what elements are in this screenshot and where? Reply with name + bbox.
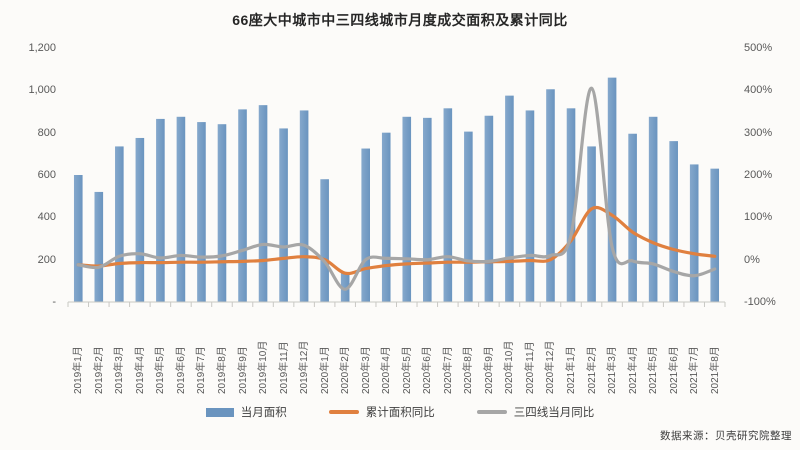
x-axis-label: 2020年4月 (381, 346, 393, 394)
bar (689, 164, 699, 302)
bar (320, 179, 329, 302)
bar (361, 148, 370, 302)
x-axis-label: 2020年8月 (463, 346, 475, 394)
bar (217, 124, 227, 302)
bar (94, 191, 104, 302)
x-axis-label: 2020年10月 (504, 340, 516, 394)
x-axis-label: 2019年4月 (134, 346, 146, 394)
plot-area (67, 77, 726, 307)
y-axis-left-tick: 800 (37, 126, 56, 139)
y-axis-right-tick: 200% (744, 169, 773, 181)
y-axis-right-tick: 400% (744, 84, 773, 97)
bar (238, 109, 247, 302)
x-axis-label: 2020年3月 (360, 346, 372, 394)
y-axis-left-tick: 1,200 (28, 42, 56, 54)
bar (156, 118, 165, 302)
x-axis-label: 2020年6月 (422, 346, 434, 394)
legend-line-swatch (476, 410, 507, 414)
bar (505, 95, 514, 303)
y-axis-right-tick: 100% (744, 211, 773, 224)
y-axis-left-tick: 200 (37, 253, 56, 266)
bar (607, 77, 617, 302)
bar (484, 115, 494, 302)
monthly-yoy-line (76, 86, 717, 291)
y-axis-left-tick: 1,000 (28, 84, 56, 97)
x-axis-label: 2021年8月 (709, 346, 721, 394)
chart-title: 66座大中城市中三四线城市月度成交面积及累计同比 (232, 12, 568, 28)
bar (648, 116, 658, 302)
y-axis-right-tick: 500% (744, 42, 773, 54)
bar (423, 117, 432, 302)
bar (258, 105, 268, 303)
bar (279, 128, 288, 302)
x-axis-label: 2019年7月 (196, 346, 208, 394)
x-axis-label: 2019年8月 (216, 346, 228, 394)
bar (525, 110, 535, 302)
legend-item: 累计面积同比 (328, 404, 435, 420)
legend: 当月面积 累计面积同比 三四线当月同比 (0, 404, 800, 420)
bar (381, 132, 391, 302)
x-axis-label: 2019年3月 (114, 346, 126, 394)
bar (135, 137, 145, 302)
bar (566, 108, 576, 302)
y-axis-left-tick: 600 (37, 169, 56, 181)
x-axis-label: 2019年6月 (175, 346, 187, 394)
bar (443, 108, 453, 302)
x-axis-label: 2021年7月 (689, 346, 701, 394)
bar (546, 89, 555, 302)
bar (299, 110, 309, 302)
y-axis-right-tick: 300% (744, 126, 773, 139)
bar (402, 116, 412, 302)
x-axis-label: 2020年2月 (340, 346, 352, 394)
bar (464, 131, 473, 302)
x-axis-label: 2019年11月 (278, 341, 290, 394)
legend-label: 累计面积同比 (365, 407, 435, 419)
x-axis-line (67, 301, 726, 307)
legend-line-swatch (328, 410, 359, 414)
bar (710, 168, 720, 302)
x-axis-label: 2021年6月 (668, 346, 680, 394)
y-axis-left-tick: - (52, 296, 56, 308)
x-axis-label: 2019年10月 (258, 340, 270, 394)
bar (176, 116, 186, 302)
x-axis-label: 2021年1月 (566, 346, 578, 394)
x-axis-label: 2020年12月 (545, 340, 557, 394)
bar (669, 141, 678, 302)
bar-series (73, 77, 720, 303)
legend-item: 三四线当月同比 (476, 404, 595, 420)
y-axis-left-tick: 400 (37, 211, 56, 224)
x-axis-label: 2021年4月 (627, 346, 639, 394)
bar (587, 146, 596, 302)
y-axis-right-tick: -100% (744, 296, 776, 308)
legend-item: 当月面积 (205, 404, 287, 420)
x-axis-label: 2019年12月 (299, 340, 311, 394)
x-axis-label: 2021年3月 (607, 346, 619, 394)
x-axis-label: 2019年9月 (237, 346, 249, 394)
x-axis-label: 2019年1月 (73, 346, 85, 394)
x-axis-label: 2020年5月 (401, 346, 413, 394)
y-axis-right-tick: 0% (744, 253, 760, 266)
x-axis-label: 2019年5月 (155, 346, 167, 394)
x-axis-label: 2020年11月 (524, 341, 536, 394)
bar (340, 272, 350, 302)
x-axis-label: 2021年5月 (648, 346, 660, 394)
bar (628, 133, 637, 302)
x-axis-label: 2020年9月 (483, 346, 495, 394)
x-axis-label: 2019年2月 (93, 346, 105, 394)
source-note: 数据来源：贝壳研究院整理 (660, 430, 792, 442)
legend-label: 三四线当月同比 (513, 407, 595, 419)
x-axis-label: 2020年7月 (442, 346, 454, 394)
x-axis-label: 2021年2月 (586, 346, 598, 394)
bar (115, 146, 124, 302)
cumulative-yoy-line (76, 205, 717, 276)
bar (73, 175, 83, 302)
bar (197, 122, 206, 302)
legend-bar-swatch (205, 407, 234, 417)
legend-label: 当月面积 (240, 407, 287, 419)
x-axis-label: 2020年1月 (319, 346, 331, 394)
